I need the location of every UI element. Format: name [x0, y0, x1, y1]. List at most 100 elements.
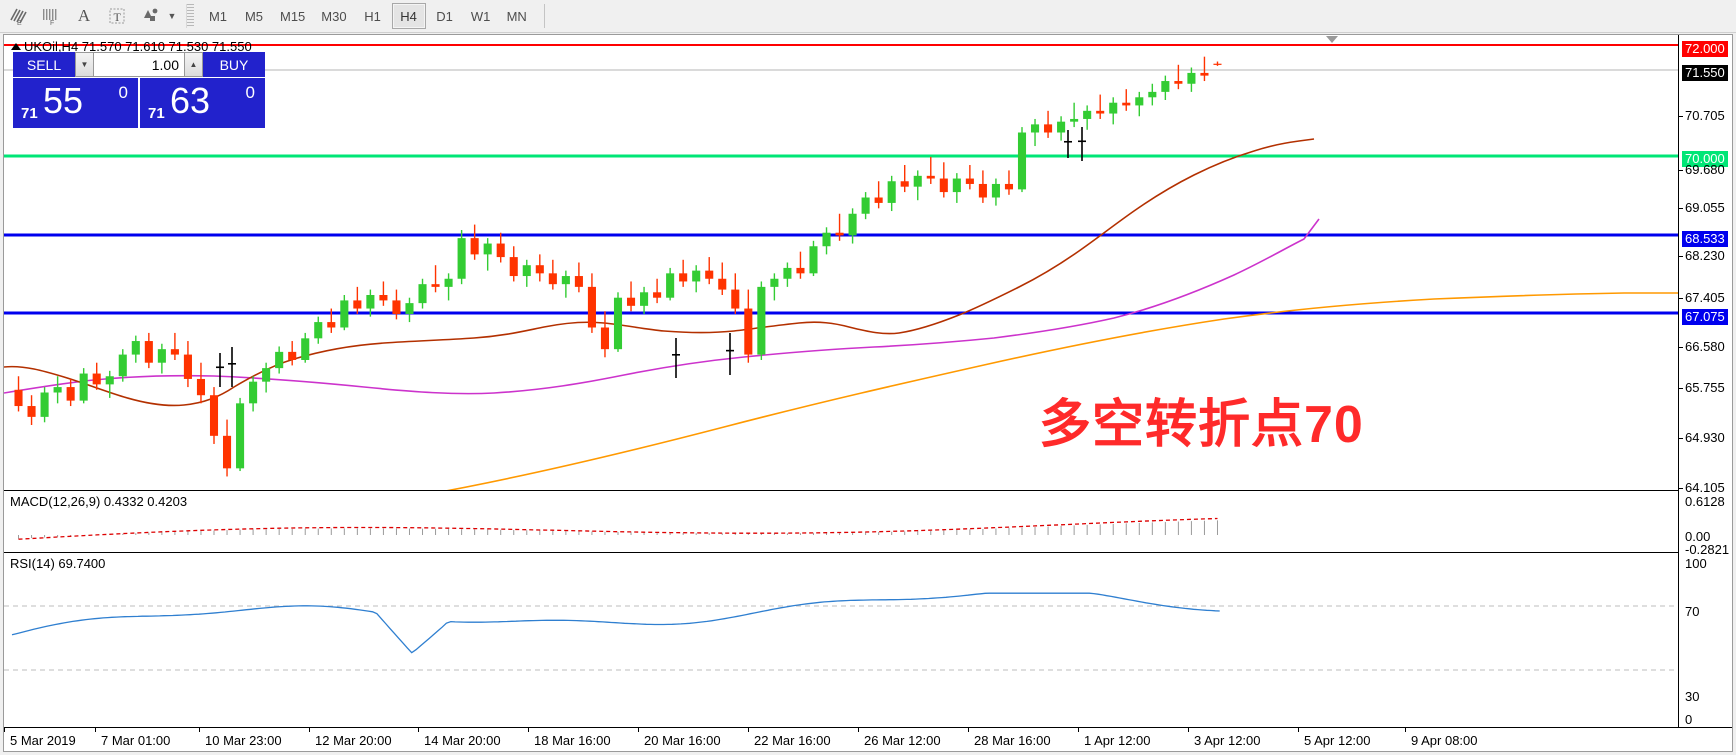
time-axis-tick [638, 728, 639, 732]
candle-body [900, 181, 909, 187]
macd-pane[interactable]: MACD(12,26,9) 0.4332 0.4203 [4, 490, 1678, 552]
candle-body [170, 349, 179, 355]
text-box-icon[interactable]: T [102, 2, 132, 30]
price-axis-tick [1679, 170, 1683, 171]
timeframe-h4[interactable]: H4 [391, 3, 426, 29]
time-axis-tick [418, 728, 419, 732]
candle-body [874, 197, 883, 203]
candle-body [366, 295, 375, 309]
objects-icon[interactable] [135, 2, 165, 30]
candle-body [249, 381, 258, 404]
candle-body [522, 265, 531, 277]
macd-axis-max: 0.6128 [1685, 494, 1725, 509]
candle-body [1161, 81, 1170, 92]
timeframe-m30[interactable]: M30 [321, 8, 347, 24]
ma-fast-brown [4, 138, 1315, 407]
time-axis-tick [1188, 728, 1189, 732]
buy-price-box[interactable]: 71 63 0 [140, 78, 265, 128]
candle-body [1004, 183, 1014, 190]
chart-title-arrow-icon [11, 43, 21, 50]
price-axis-tick [1679, 116, 1683, 117]
rsi-label: RSI(14) 69.7400 [10, 556, 106, 571]
candle-body [405, 303, 414, 314]
candle-body [1122, 102, 1131, 106]
chevron-up-icon: ▲ [189, 59, 198, 69]
sell-price-box[interactable]: 71 55 0 [13, 78, 138, 128]
candle-body [275, 351, 284, 369]
macd-series [18, 517, 1218, 540]
timeframe-d1[interactable]: D1 [436, 8, 453, 24]
candle-body [66, 387, 75, 401]
bar-chart-icon[interactable]: F [36, 2, 66, 30]
candle-body [744, 308, 753, 355]
one-click-trade-panel[interactable]: SELL ▼ 1.00 ▲ BUY 71 55 0 [13, 52, 265, 128]
sell-button[interactable]: SELL [13, 52, 75, 77]
time-axis-label: 5 Apr 12:00 [1304, 733, 1371, 748]
candle-body [327, 322, 336, 328]
candle-body [965, 178, 974, 184]
timeframe-h1[interactable]: H1 [364, 8, 381, 24]
time-axis-label: 7 Mar 01:00 [101, 733, 171, 748]
volume-increase-button[interactable]: ▲ [184, 52, 203, 77]
candle-body [991, 183, 1000, 198]
rsi-axis-30: 30 [1685, 689, 1700, 704]
price-axis-label-71550: 71.550 [1682, 65, 1728, 81]
time-axis-tick [748, 728, 749, 732]
rsi-line [11, 592, 1220, 654]
time-axis-label: 22 Mar 16:00 [754, 733, 831, 748]
time-axis-label: 26 Mar 12:00 [864, 733, 941, 748]
price-axis-label-70705: 70.705 [1685, 108, 1725, 123]
candlestick-series [14, 56, 1222, 477]
toolbar-divider-2 [543, 4, 545, 28]
candle-body [457, 238, 466, 279]
objects-dropdown-caret-icon[interactable]: ▼ [167, 11, 177, 21]
candle-body [926, 175, 935, 179]
rsi-axis-100: 100 [1685, 556, 1707, 571]
price-axis-label-68230: 68.230 [1685, 248, 1725, 263]
price-axis-label-67405: 67.405 [1685, 290, 1725, 305]
rsi-pane[interactable]: RSI(14) 69.7400 [4, 552, 1678, 727]
candle-body [822, 232, 831, 247]
candlestick-chart-icon[interactable]: E [3, 2, 33, 30]
chart-title: UKOil,H4 71.570 71.610 71.530 71.550 [24, 39, 252, 54]
text-label-icon[interactable]: A [69, 2, 99, 30]
candle-body [340, 300, 349, 328]
time-axis[interactable]: 5 Mar 2019 7 Mar 01:00 10 Mar 23:00 12 Mar … [4, 727, 1732, 751]
candle-body [1017, 132, 1027, 190]
time-axis-tick [4, 728, 5, 732]
candle-body [613, 297, 623, 350]
candle-body [418, 284, 427, 304]
timeframe-mn[interactable]: MN [506, 8, 527, 24]
time-axis-label: 12 Mar 20:00 [315, 733, 392, 748]
time-axis-tick [1405, 728, 1406, 732]
price-axis-label-64105: 64.105 [1685, 480, 1725, 495]
price-axis-label-66580: 66.580 [1685, 339, 1725, 354]
candle-body [770, 278, 779, 287]
buy-button[interactable]: BUY [203, 52, 265, 77]
candle-body [939, 178, 948, 193]
timeframe-m15[interactable]: M15 [280, 8, 306, 24]
time-axis-label: 28 Mar 16:00 [974, 733, 1051, 748]
volume-input[interactable]: 1.00 [94, 52, 184, 77]
price-axis[interactable]: 72.000 71.550 70.705 70.000 69.680 69.055 68.5… [1678, 35, 1732, 727]
candle-body [692, 270, 701, 282]
price-axis-tick [1679, 208, 1683, 209]
timeframe-m5[interactable]: M5 [244, 8, 264, 24]
timeframe-m1[interactable]: M1 [208, 8, 228, 24]
candle-body [600, 327, 610, 350]
macd-axis-min: -0.2821 [1685, 542, 1730, 557]
timeframe-w1[interactable]: W1 [470, 8, 491, 24]
candle-body [535, 265, 544, 274]
candle-body [92, 373, 101, 385]
candle-body [1057, 121, 1066, 133]
sell-price-fraction: 0 [118, 83, 128, 102]
candle-body [131, 341, 140, 355]
collapse-caret-icon[interactable] [1326, 36, 1338, 43]
volume-decrease-button[interactable]: ▼ [75, 52, 94, 77]
candle-body [14, 389, 23, 407]
candle-body [40, 392, 49, 417]
candle-body [653, 292, 662, 298]
candle-body [666, 273, 675, 298]
price-axis-tick [1679, 388, 1683, 389]
candle-body [1174, 81, 1183, 84]
